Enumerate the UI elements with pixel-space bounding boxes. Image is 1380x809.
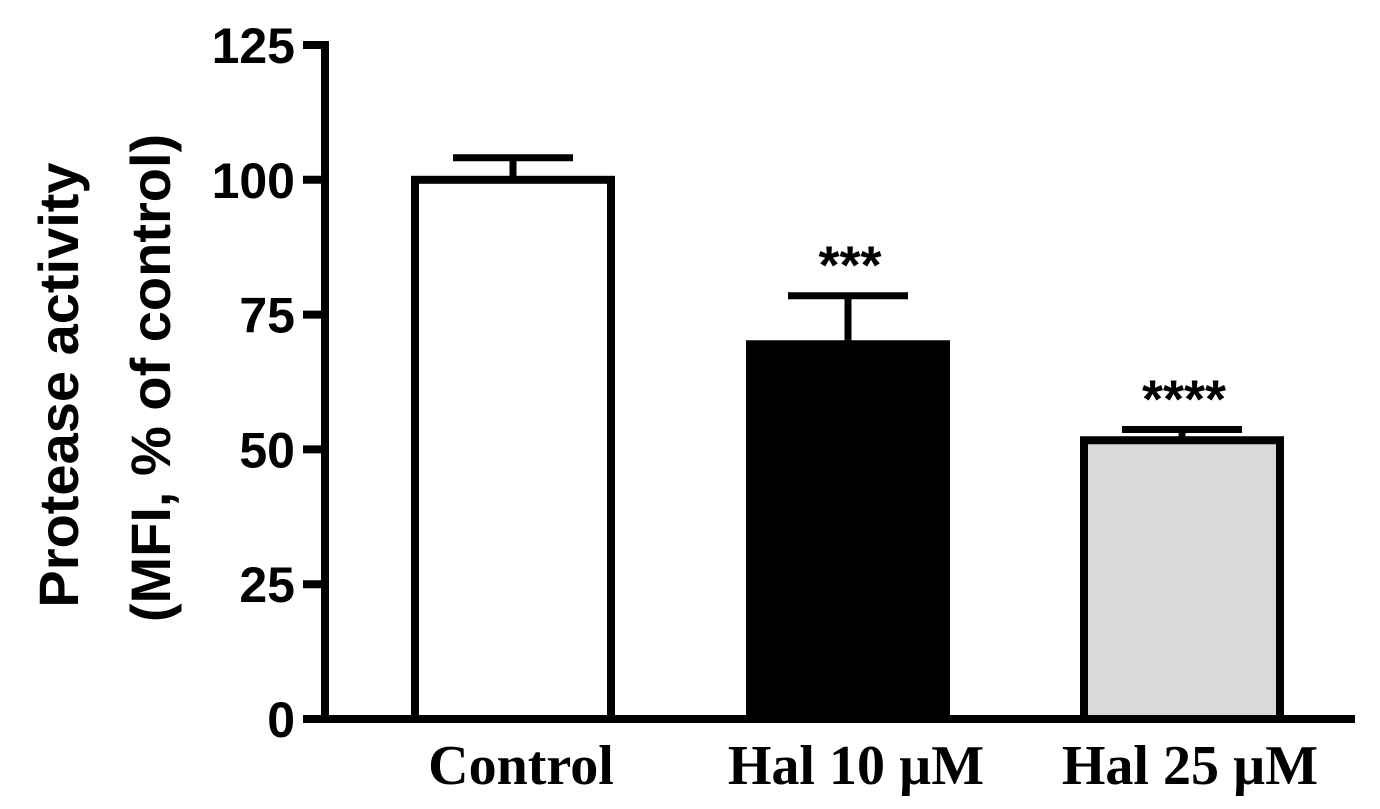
bar: [746, 340, 950, 723]
y-axis-title-line1: Protease activity: [27, 162, 90, 607]
bars: [411, 154, 1284, 724]
y-axis-title: Protease activity (MFI, % of control): [27, 134, 182, 622]
y-tick-label: 125: [212, 18, 295, 74]
bar: [1080, 436, 1284, 723]
y-tick-label: 0: [267, 692, 295, 748]
y-tick-label: 50: [239, 422, 295, 478]
x-category-label: Control: [428, 735, 614, 797]
y-axis-title-line2: (MFI, % of control): [119, 134, 182, 622]
x-category-label: Hal 10 µM: [728, 735, 984, 797]
bar: [411, 175, 615, 724]
significance-label: ***: [818, 236, 881, 296]
labels: Control *** Hal 10 µM **** Hal 25 µM: [428, 236, 1318, 797]
x-category-label: Hal 25 µM: [1062, 735, 1318, 797]
significance-label: ****: [1142, 369, 1226, 429]
y-tick-label: 25: [239, 557, 295, 613]
y-tick-label: 75: [239, 288, 295, 344]
y-tick-label: 100: [212, 153, 295, 209]
